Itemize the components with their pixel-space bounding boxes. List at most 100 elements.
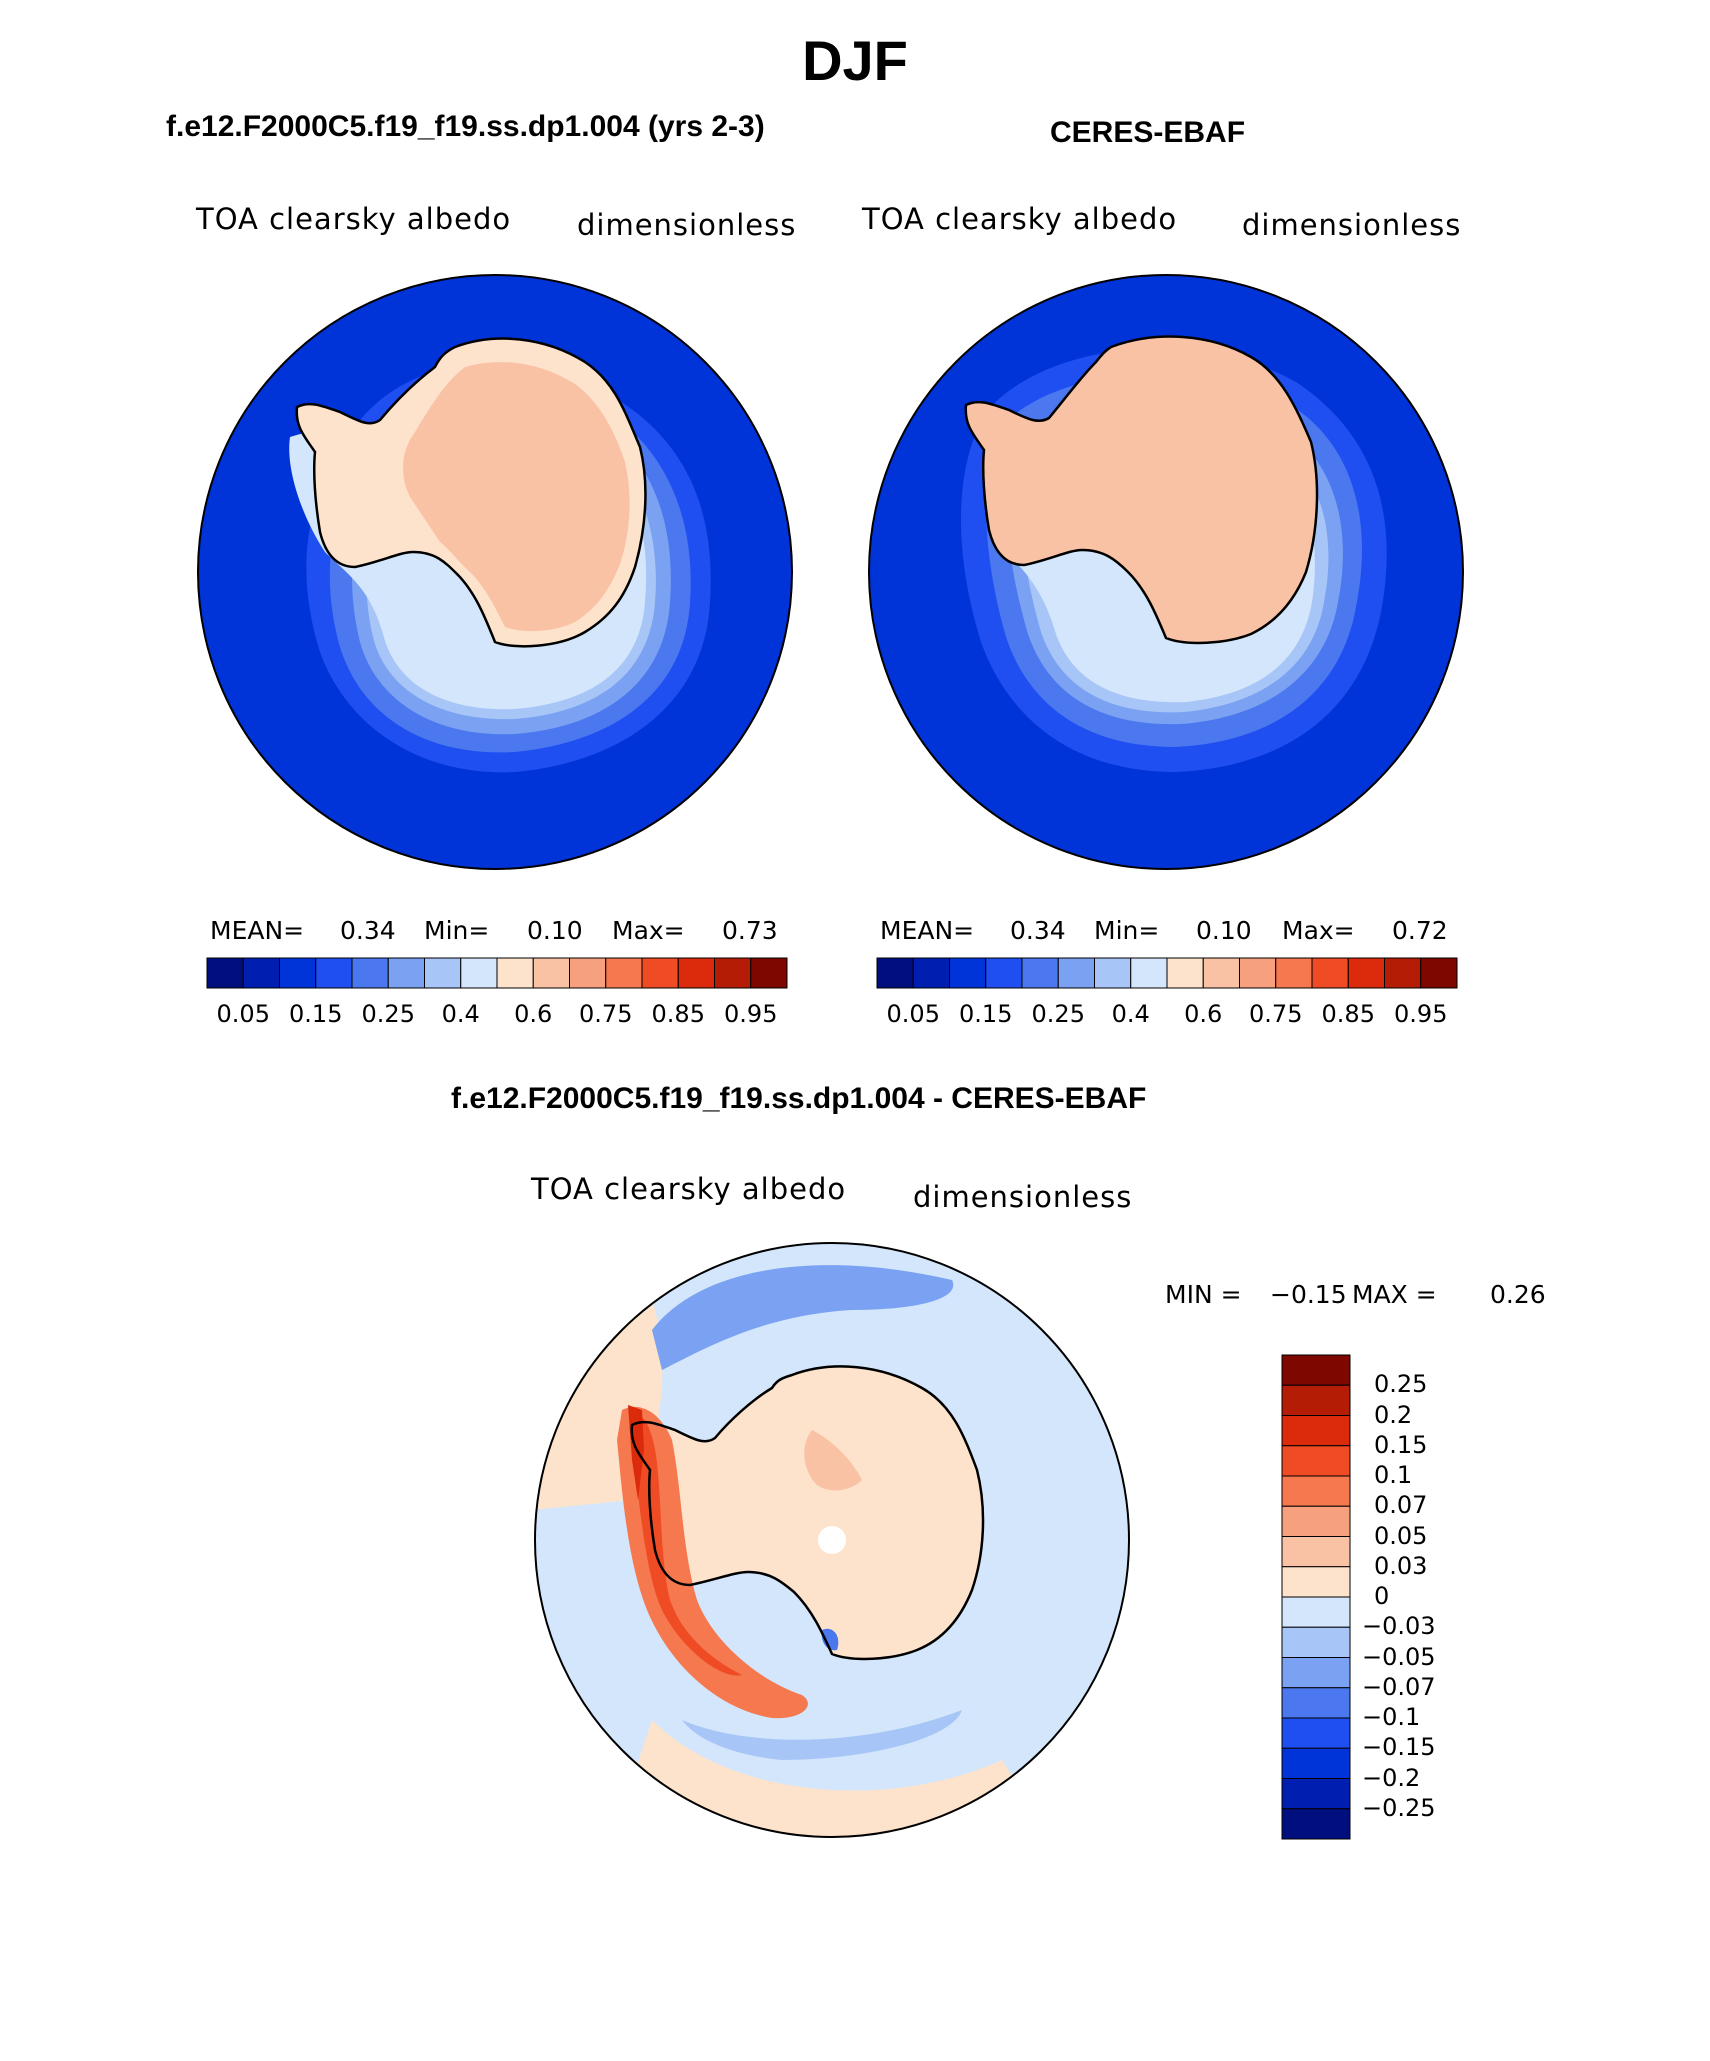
diff-colorbar-tick-label: −0.2 — [1362, 1763, 1421, 1792]
diff-min-value: −0.15 — [1270, 1280, 1347, 1309]
panel2-colorbar-box — [876, 957, 914, 989]
diff-colorbar-box — [1281, 1747, 1351, 1779]
panel1-colorbar-box — [387, 957, 425, 989]
coastline — [964, 335, 1319, 645]
diff-colorbar-tick-label: 0.05 — [1374, 1521, 1428, 1550]
diff-colorbar-tick-label: 0.25 — [1374, 1370, 1428, 1399]
panel1-colorbar-box — [206, 957, 244, 989]
panel2-colorbar-box — [1094, 957, 1132, 989]
diff-colorbar-box — [1281, 1354, 1351, 1386]
diff-colorbar-tick-label: 0.2 — [1374, 1400, 1413, 1429]
panel1-colorbar-box — [605, 957, 643, 989]
panel1-mean-value: 0.34 — [340, 916, 396, 945]
diff-colorbar-box — [1281, 1596, 1351, 1628]
panel2-min-value: 0.10 — [1196, 916, 1252, 945]
panel2-colorbar-tick-label: 0.15 — [959, 1000, 1013, 1028]
panel2-units-label: dimensionless — [1242, 208, 1462, 242]
diff-colorbar — [1281, 1354, 1351, 1840]
map-boundary — [534, 1242, 1130, 1838]
panel1-colorbar-box — [532, 957, 570, 989]
panel2-colorbar-tick-label: 0.85 — [1321, 1000, 1375, 1028]
panel1-polar-map — [197, 274, 793, 870]
diff-colorbar-box — [1281, 1475, 1351, 1507]
panel2-colorbar-box — [1239, 957, 1277, 989]
panel2-colorbar-tick-label: 0.05 — [886, 1000, 940, 1028]
diff-colorbar-box — [1281, 1566, 1351, 1598]
albedo-contour-band — [403, 362, 630, 632]
diff-colorbar-box — [1281, 1808, 1351, 1840]
diff-colorbar-tick-label: 0 — [1374, 1582, 1390, 1610]
diff-colorbar-tick-label: −0.05 — [1362, 1642, 1436, 1671]
diff-colorbar-box — [1281, 1384, 1351, 1416]
diff-colorbar-box — [1281, 1445, 1351, 1477]
diff-colorbar-tick-label: 0.03 — [1374, 1551, 1428, 1580]
panel2-colorbar-box — [1420, 957, 1458, 989]
panel1-colorbar-tick-label: 0.95 — [724, 1000, 778, 1028]
panel2-colorbar-box — [1057, 957, 1095, 989]
panel1-colorbar-tick-label: 0.05 — [216, 1000, 270, 1028]
diff-contour-band — [617, 1406, 808, 1719]
panel2-mean-label: MEAN= — [880, 916, 975, 945]
panel2-colorbar-box — [1275, 957, 1313, 989]
panel2-colorbar-box — [949, 957, 987, 989]
panel1-colorbar-ticks: 0.05 0.15 0.25 0.4 0.6 0.75 0.85 0.95 — [207, 1000, 787, 1030]
diff-colorbar-box — [1281, 1657, 1351, 1689]
panel2-colorbar-box — [985, 957, 1023, 989]
diff-colorbar-tick-label: 0.07 — [1374, 1491, 1428, 1520]
panel2-colorbar-tick-label: 0.6 — [1184, 1000, 1223, 1028]
panel2-colorbar-box — [1384, 957, 1422, 989]
panel2-max-value: 0.72 — [1392, 916, 1448, 945]
diff-colorbar-tick-label: 0.15 — [1374, 1430, 1428, 1459]
panel1-colorbar-box — [714, 957, 752, 989]
panel1-colorbar-box — [750, 957, 788, 989]
panel1-colorbar-box — [424, 957, 462, 989]
panel2-colorbar-tick-label: 0.75 — [1249, 1000, 1303, 1028]
diff-colorbar-box — [1281, 1778, 1351, 1810]
diff-contour-band — [821, 1628, 839, 1651]
panel1-max-value: 0.73 — [722, 916, 778, 945]
coastline — [630, 1365, 985, 1661]
panel1-variable-label: TOA clearsky albedo — [196, 202, 512, 236]
panel2-colorbar-tick-label: 0.4 — [1111, 1000, 1150, 1028]
panel1-colorbar-tick-label: 0.15 — [289, 1000, 343, 1028]
panel2-colorbar-box — [1347, 957, 1385, 989]
map-boundary — [197, 274, 793, 870]
panel2-min-label: Min= — [1094, 916, 1160, 945]
diff-contour-band — [612, 1720, 1052, 1837]
panel1-min-value: 0.10 — [527, 916, 583, 945]
panel1-max-label: Max= — [612, 916, 685, 945]
diff-colorbar-tick-label: −0.07 — [1362, 1672, 1436, 1701]
panel1-colorbar-box — [460, 957, 498, 989]
diff-colorbar-tick-label: −0.15 — [1362, 1733, 1436, 1762]
panel1-mean-label: MEAN= — [210, 916, 305, 945]
panel1-colorbar-box — [351, 957, 389, 989]
figure-title: DJF — [802, 29, 908, 92]
diff-colorbar-tick-label: −0.25 — [1362, 1793, 1436, 1822]
diff-min-label: MIN = — [1165, 1280, 1242, 1309]
diff-polar-map — [534, 1242, 1130, 1838]
diff-case-title: f.e12.F2000C5.f19_f19.ss.dp1.004 - CERES… — [451, 1082, 1147, 1115]
panel2-mean-value: 0.34 — [1010, 916, 1066, 945]
diff-colorbar-box — [1281, 1505, 1351, 1537]
panel1-min-label: Min= — [424, 916, 490, 945]
panel1-colorbar-box — [496, 957, 534, 989]
panel1-colorbar — [206, 957, 788, 989]
panel1-colorbar-tick-label: 0.85 — [651, 1000, 705, 1028]
antarctica-landmass — [631, 1366, 984, 1659]
panel1-colorbar-tick-label: 0.6 — [514, 1000, 553, 1028]
panel2-colorbar-tick-label: 0.25 — [1031, 1000, 1085, 1028]
panel2-colorbar-box — [1021, 957, 1059, 989]
diff-colorbar-ticks: 0.25 0.2 0.15 0.1 0.07 0.05 0.03 0 −0.03 −0.05 −0.… — [1362, 1355, 1512, 1839]
panel2-colorbar-tick-label: 0.95 — [1394, 1000, 1448, 1028]
map-boundary — [868, 274, 1464, 870]
panel1-case-title: f.e12.F2000C5.f19_f19.ss.dp1.004 (yrs 2-… — [166, 110, 765, 143]
panel2-max-label: Max= — [1282, 916, 1355, 945]
panel1-colorbar-box — [315, 957, 353, 989]
diff-colorbar-box — [1281, 1415, 1351, 1447]
diff-contour-band — [652, 1265, 954, 1370]
panel2-colorbar-box — [1130, 957, 1168, 989]
diff-contour-band — [682, 1710, 962, 1760]
diff-colorbar-box — [1281, 1687, 1351, 1719]
panel1-colorbar-box — [641, 957, 679, 989]
diff-colorbar-tick-label: −0.03 — [1362, 1612, 1436, 1641]
